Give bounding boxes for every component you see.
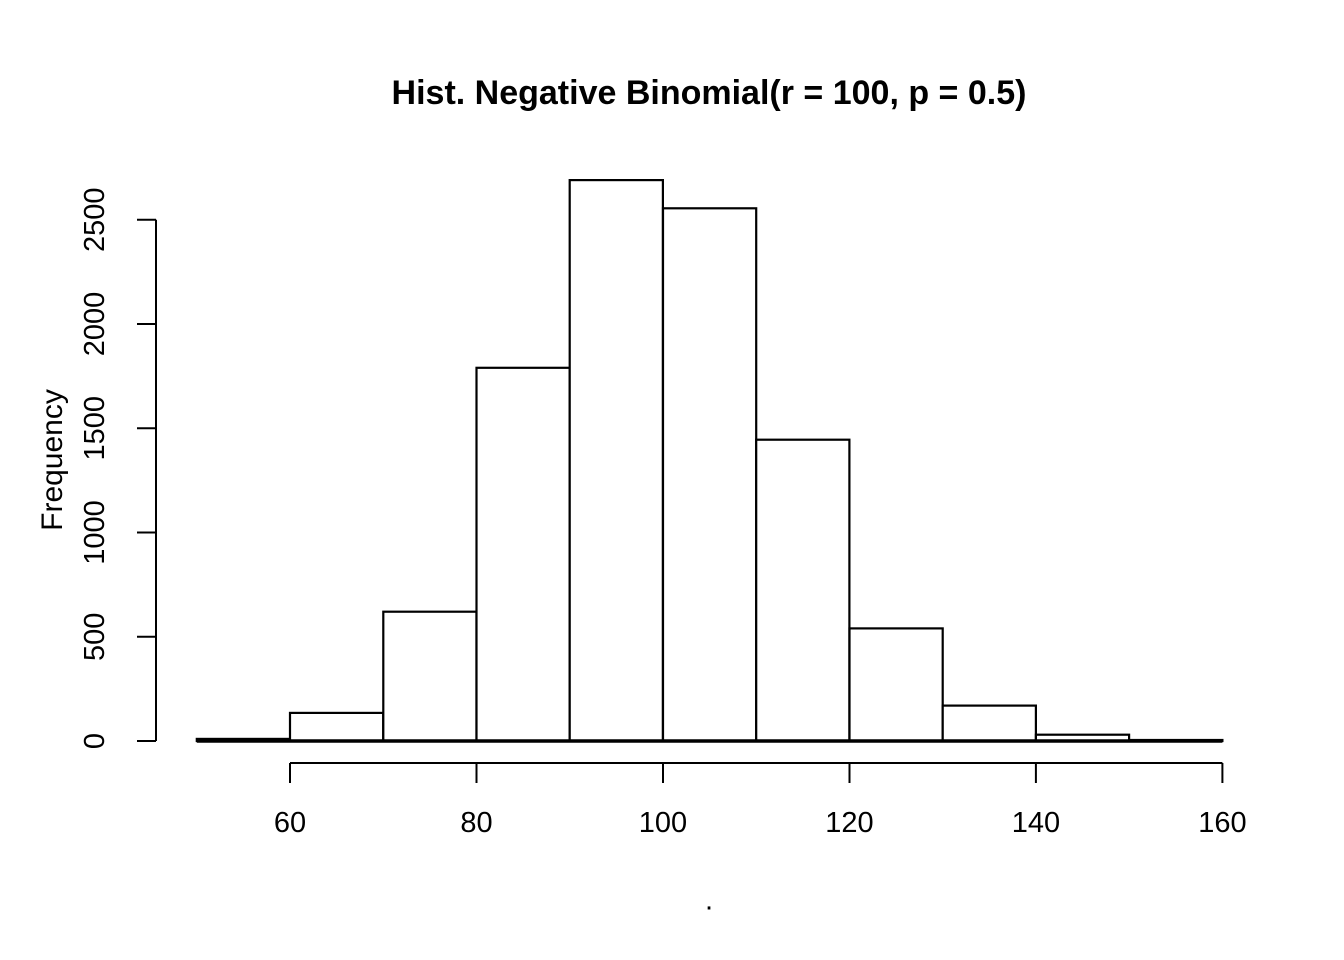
y-tick-label: 2000: [79, 292, 111, 357]
x-tick-label: 120: [825, 807, 873, 839]
x-tick-label: 140: [1012, 807, 1060, 839]
x-tick-label: 100: [639, 807, 687, 839]
x-tick-label: 80: [460, 807, 492, 839]
histogram-bar: [568, 179, 665, 743]
histogram-bar: [941, 704, 1038, 743]
histogram-bar: [661, 207, 758, 743]
x-tick-label: 160: [1198, 807, 1246, 839]
y-axis-label: Frequency: [36, 389, 69, 531]
chart-title: Hist. Negative Binomial(r = 100, p = 0.5…: [391, 74, 1027, 112]
y-tick-label: 500: [79, 613, 111, 661]
x-axis-label: .: [704, 884, 714, 917]
histogram-bar: [382, 610, 478, 743]
histogram-bar: [288, 711, 385, 743]
y-tick-label: 0: [79, 733, 111, 749]
y-tick-label: 2500: [79, 188, 111, 253]
x-tick-label: 60: [274, 807, 306, 839]
y-tick-label: 1500: [79, 396, 111, 461]
histogram-bar: [848, 627, 944, 743]
histogram-bar: [755, 438, 851, 743]
histogram-bar: [475, 366, 571, 743]
y-tick-label: 1000: [79, 500, 111, 565]
